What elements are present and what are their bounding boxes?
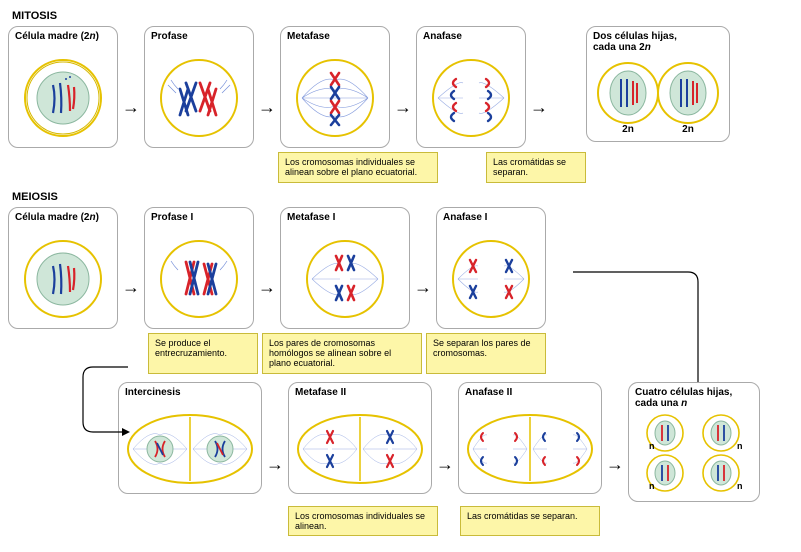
mitosis-daughters-title: Dos células hijas,cada una 2n <box>593 31 677 53</box>
mitosis-metafase-card: Metafase <box>280 26 390 148</box>
mitosis-mother-title: Célula madre (2n) <box>15 31 99 53</box>
arrow-icon: → <box>394 97 412 118</box>
meiosis-profase1-cell <box>156 236 242 322</box>
meiosis-profase1-card: Profase I <box>144 207 254 329</box>
svg-text:n: n <box>649 481 655 491</box>
meiosis-daughters-title: Cuatro células hijas,cada una n <box>635 387 732 409</box>
arrow-icon: → <box>414 277 432 298</box>
mitosis-notes: Los cromosomas individuales se alinean s… <box>278 152 793 183</box>
mitosis-row: Célula madre (2n) → Profase <box>8 26 793 148</box>
meiosis-anafase2-cell <box>465 411 595 487</box>
meiosis-intercinesis-title: Intercinesis <box>125 387 181 409</box>
mitosis-heading: MITOSIS <box>12 10 793 22</box>
mitosis-anafase-cell <box>428 55 514 141</box>
mitosis-anafase-note: Las cromátidas se separan. <box>486 152 586 183</box>
meiosis-anafase2-title: Anafase II <box>465 387 512 409</box>
meiosis-daughters-cells: n n n n <box>635 411 753 495</box>
meiosis-metafase2-cell <box>295 411 425 487</box>
meiosis-profase1-title: Profase I <box>151 212 193 234</box>
mitosis-profase-card: Profase <box>144 26 254 148</box>
meiosis-anafase2-note: Las cromátidas se separan. <box>460 506 600 537</box>
svg-text:2n: 2n <box>682 124 694 135</box>
mitosis-anafase-card: Anafase <box>416 26 526 148</box>
mitosis-daughters-card: Dos células hijas,cada una 2n 2n 2n <box>586 26 730 142</box>
meiosis-profase1-note: Se produce el entrecruzamiento. <box>148 333 258 374</box>
meiosis-metafase1-title: Metafase I <box>287 212 335 234</box>
svg-text:n: n <box>649 441 655 451</box>
mitosis-profase-cell <box>156 55 242 141</box>
mitosis-metafase-title: Metafase <box>287 31 330 53</box>
svg-text:2n: 2n <box>622 124 634 135</box>
meiosis-mother-card: Célula madre (2n) <box>8 207 118 329</box>
meiosis-mother-title: Célula madre (2n) <box>15 212 99 234</box>
meiosis-metafase1-cell <box>302 236 388 322</box>
mitosis-anafase-title: Anafase <box>423 31 462 53</box>
arrow-icon: → <box>122 97 140 118</box>
meiosis-anafase1-card: Anafase I <box>436 207 546 329</box>
meiosis-metafase2-card: Metafase II <box>288 382 432 494</box>
svg-text:n: n <box>737 481 743 491</box>
arrow-icon: → <box>436 454 454 475</box>
meiosis-anafase1-cell <box>448 236 534 322</box>
arrow-icon: → <box>266 454 284 475</box>
meiosis-row2: Intercinesis → Metafase II <box>118 382 793 502</box>
meiosis-anafase1-title: Anafase I <box>443 212 487 234</box>
mitosis-daughters-cells: 2n 2n <box>593 55 723 135</box>
mitosis-mother-card: Célula madre (2n) <box>8 26 118 148</box>
mitosis-metafase-note: Los cromosomas individuales se alinean s… <box>278 152 438 183</box>
meiosis-anafase2-card: Anafase II <box>458 382 602 494</box>
meiosis-anafase1-note: Se separan los pares de cromosomas. <box>426 333 546 374</box>
meiosis-metafase2-title: Metafase II <box>295 387 346 409</box>
arrow-icon: → <box>530 97 548 118</box>
meiosis-row1: Célula madre (2n) → Profase I <box>8 207 793 329</box>
mitosis-mother-cell <box>20 55 106 141</box>
meiosis-mother-cell <box>20 236 106 322</box>
arrow-icon: → <box>258 97 276 118</box>
meiosis-daughters-card: Cuatro células hijas,cada una n n n n <box>628 382 760 502</box>
meiosis-metafase1-note: Los pares de cromosomas homólogos se ali… <box>262 333 422 374</box>
meiosis-heading: MEIOSIS <box>12 191 793 203</box>
arrow-icon: → <box>606 454 624 475</box>
arrow-icon: → <box>122 277 140 298</box>
mitosis-metafase-cell <box>292 55 378 141</box>
meiosis-notes1: Se produce el entrecruzamiento. Los pare… <box>148 333 793 374</box>
arrow-icon: → <box>258 277 276 298</box>
meiosis-notes2: Los cromosomas individuales se alinean. … <box>288 506 793 537</box>
meiosis-metafase1-card: Metafase I <box>280 207 410 329</box>
svg-text:n: n <box>737 441 743 451</box>
meiosis-metafase2-note: Los cromosomas individuales se alinean. <box>288 506 438 537</box>
meiosis-intercinesis-cell <box>125 411 255 487</box>
meiosis-intercinesis-card: Intercinesis <box>118 382 262 494</box>
mitosis-profase-title: Profase <box>151 31 188 53</box>
